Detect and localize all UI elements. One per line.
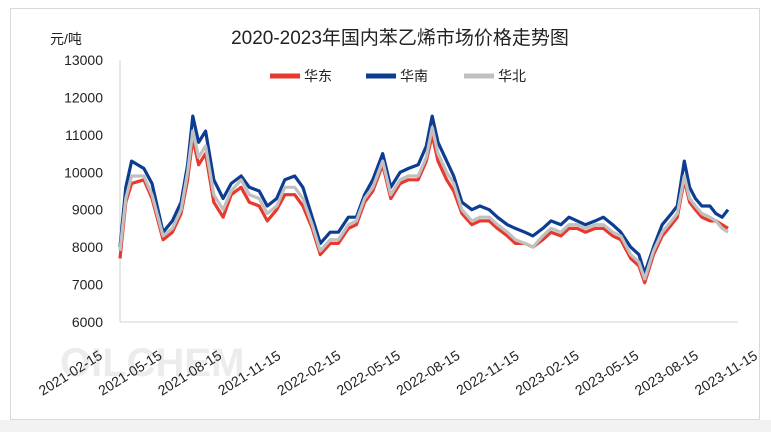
y-tick-label: 9000	[72, 202, 103, 218]
legend-label: 华北	[498, 68, 526, 84]
legend-label: 华南	[400, 68, 428, 84]
y-tick-label: 12000	[64, 89, 103, 105]
series-line-3	[118, 125, 729, 281]
legend-label: 华东	[304, 68, 332, 84]
chart-title: 2020-2023年国内苯乙烯市场价格走势图	[231, 27, 569, 49]
y-tick-label: 10000	[64, 164, 103, 180]
y-tick-label: 13000	[64, 52, 103, 68]
y-tick-label: 11000	[65, 127, 103, 143]
bottom-strip	[0, 420, 771, 432]
series-lines	[118, 114, 730, 285]
series-line-2	[118, 114, 730, 275]
y-axis-unit-label: 元/吨	[50, 31, 82, 47]
x-tick-label: 2022-05-15	[334, 347, 403, 399]
y-tick-label: 8000	[72, 239, 103, 255]
x-tick-label: 2023-02-15	[513, 347, 582, 399]
y-tick-label: 7000	[72, 277, 103, 293]
y-tick-label: 6000	[72, 314, 103, 330]
y-tick-labels: 13000 12000 11000 10000 9000 8000 7000 6000	[64, 52, 103, 330]
watermark: OILCHEM	[60, 341, 244, 385]
x-tick-labels: 2021-02-152021-05-152021-08-152021-11-15…	[36, 347, 761, 399]
legend: 华东 华南 华北	[270, 68, 526, 84]
x-tick-label: 2022-11-15	[453, 347, 522, 398]
x-tick-label: 2023-11-15	[692, 347, 761, 398]
x-tick-label: 2023-08-15	[632, 347, 701, 399]
x-tick-label: 2023-05-15	[572, 347, 641, 399]
x-tick-label: 2022-08-15	[393, 347, 462, 399]
x-tick-label: 2022-02-15	[274, 347, 343, 399]
